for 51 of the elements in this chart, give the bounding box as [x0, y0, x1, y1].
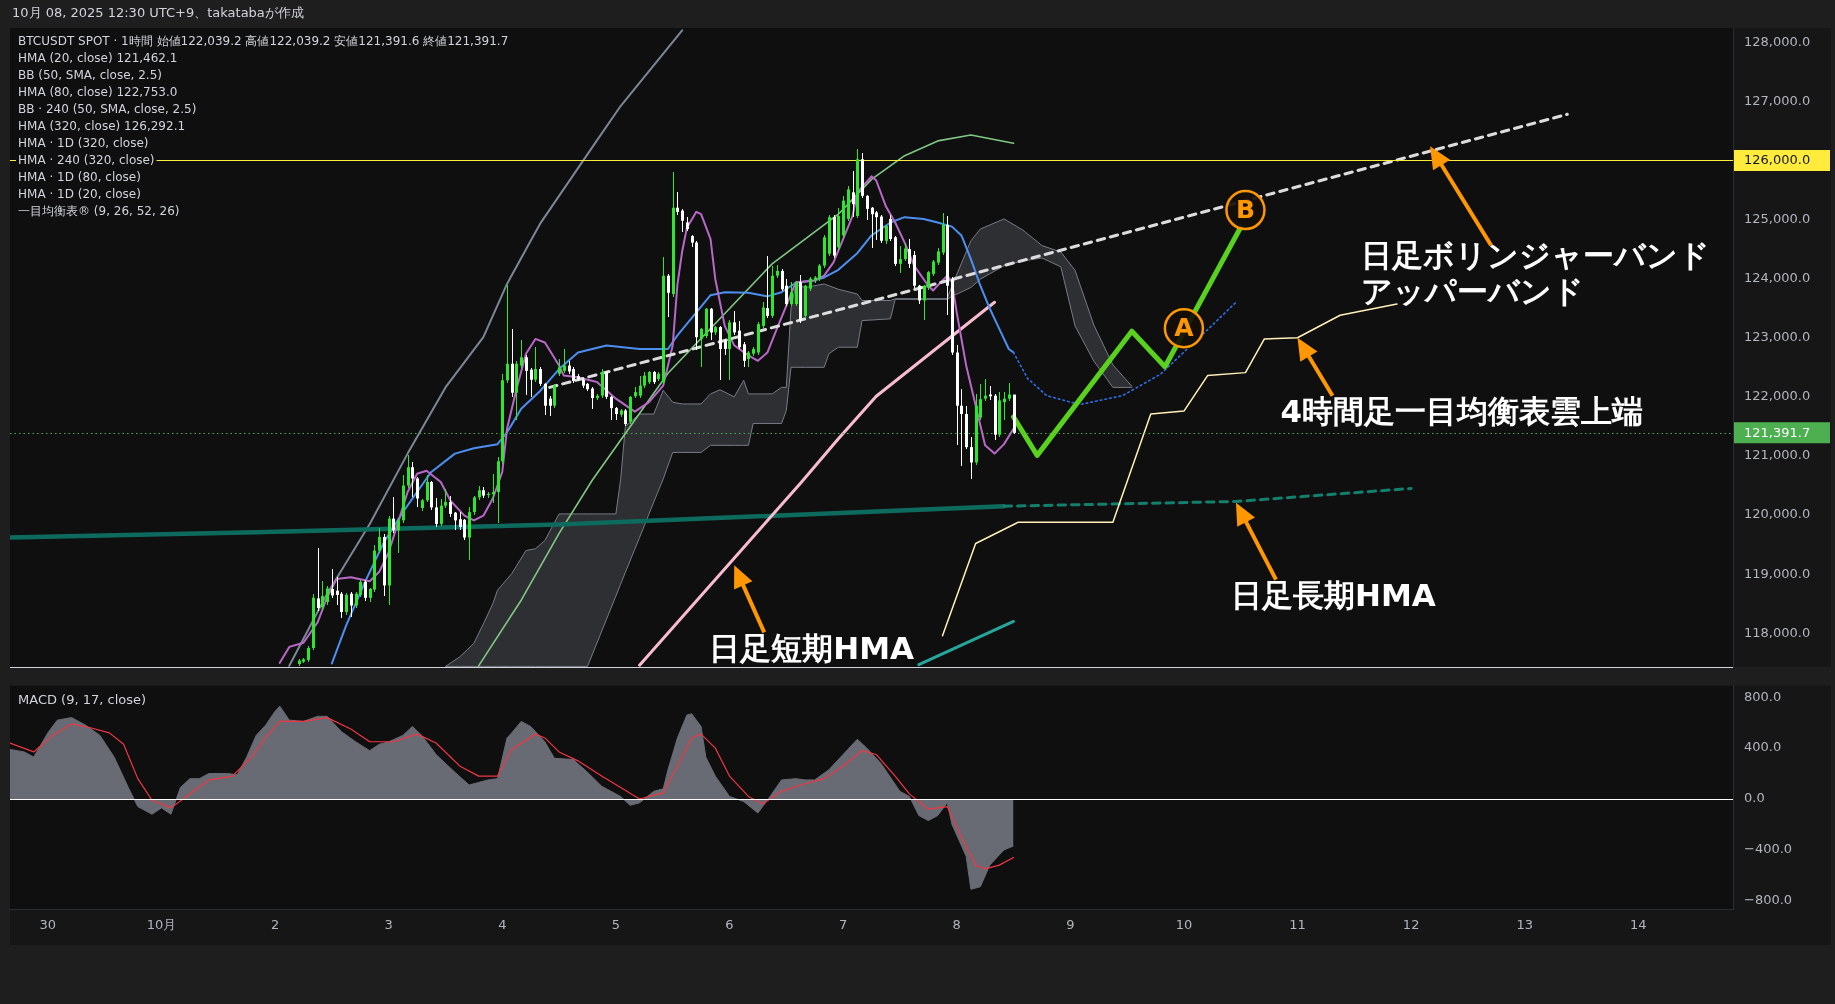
x-tick-label: 11 [1289, 917, 1306, 933]
annotation: 4時間足一目均衡表雲上端 [1280, 393, 1644, 430]
annotation: HMA · 1D (320, close) [18, 136, 149, 151]
annotation: A [1174, 312, 1195, 342]
x-tick-label: 2 [270, 917, 280, 933]
x-tick-label: 9 [1066, 917, 1075, 933]
annotation: BB · 240 (50, SMA, close, 2.5) [18, 102, 197, 117]
y-tick-label: 128,000.0 [1744, 33, 1811, 49]
x-tick-label: 7 [838, 917, 848, 933]
y-tick-label: 125,000.0 [1744, 210, 1811, 226]
x-tick-label: 13 [1516, 917, 1533, 933]
annotation: HMA (320, close) 126,292.1 [18, 119, 186, 134]
x-tick-label: 10月 [146, 917, 177, 933]
y-tick-label: 119,000.0 [1744, 565, 1811, 581]
x-tick-label: 5 [611, 917, 621, 933]
y-tick-label: 400.0 [1744, 739, 1782, 755]
y-tick-label: 121,000.0 [1744, 447, 1811, 463]
y-tick-label: 123,000.0 [1744, 329, 1811, 345]
annotation: HMA · 1D (20, close) [18, 187, 141, 202]
y-tick-label: 127,000.0 [1744, 92, 1811, 108]
x-tick-label: 30 [39, 917, 57, 933]
ref-line-label: 126,000.0 [1744, 152, 1811, 168]
annotation: 日足長期HMA [1230, 577, 1436, 614]
x-tick-label: 10 [1175, 917, 1193, 933]
annotation: HMA · 1D (80, close) [18, 170, 141, 185]
annotation: BB (50, SMA, close, 2.5) [18, 68, 162, 83]
y-tick-label: 120,000.0 [1744, 506, 1811, 522]
x-tick-label: 6 [725, 917, 734, 933]
y-tick-label: −400.0 [1744, 841, 1793, 857]
y-tick-label: −800.0 [1744, 892, 1793, 908]
x-tick-label: 8 [952, 917, 961, 933]
annotation: HMA (20, close) 121,462.1 [18, 51, 178, 66]
annotation: HMA · 240 (320, close) [18, 153, 155, 168]
text: MACD (9, 17, close) [18, 692, 147, 708]
y-tick-label: 118,000.0 [1744, 624, 1811, 640]
x-tick-label: 14 [1630, 917, 1647, 933]
ref-line-label: 121,391.7 [1744, 424, 1811, 440]
annotation: BTCUSDT SPOT · 1時間 始値122,039.2 高値122,039.2 安値121,391.6 終値121,391.7 [18, 34, 509, 49]
y-tick-label: 0.0 [1744, 790, 1765, 806]
annotation: 一目均衡表® (9, 26, 52, 26) [18, 204, 180, 219]
y-tick-label: 800.0 [1744, 688, 1782, 704]
annotation: 日足短期HMA [709, 629, 915, 666]
annotation: B [1235, 194, 1255, 224]
x-tick-label: 4 [498, 917, 507, 933]
annotation: HMA (80, close) 122,753.0 [18, 85, 178, 100]
chart-title: 10月 08, 2025 12:30 UTC+9、takatabaが作成 [12, 5, 304, 21]
annotation: 日足ボリンジャーバンドアッパーバンド [1361, 236, 1711, 309]
x-tick-label: 12 [1402, 917, 1420, 933]
x-tick-label: 3 [384, 917, 393, 933]
y-tick-label: 122,000.0 [1744, 388, 1811, 404]
y-tick-label: 124,000.0 [1744, 270, 1811, 286]
